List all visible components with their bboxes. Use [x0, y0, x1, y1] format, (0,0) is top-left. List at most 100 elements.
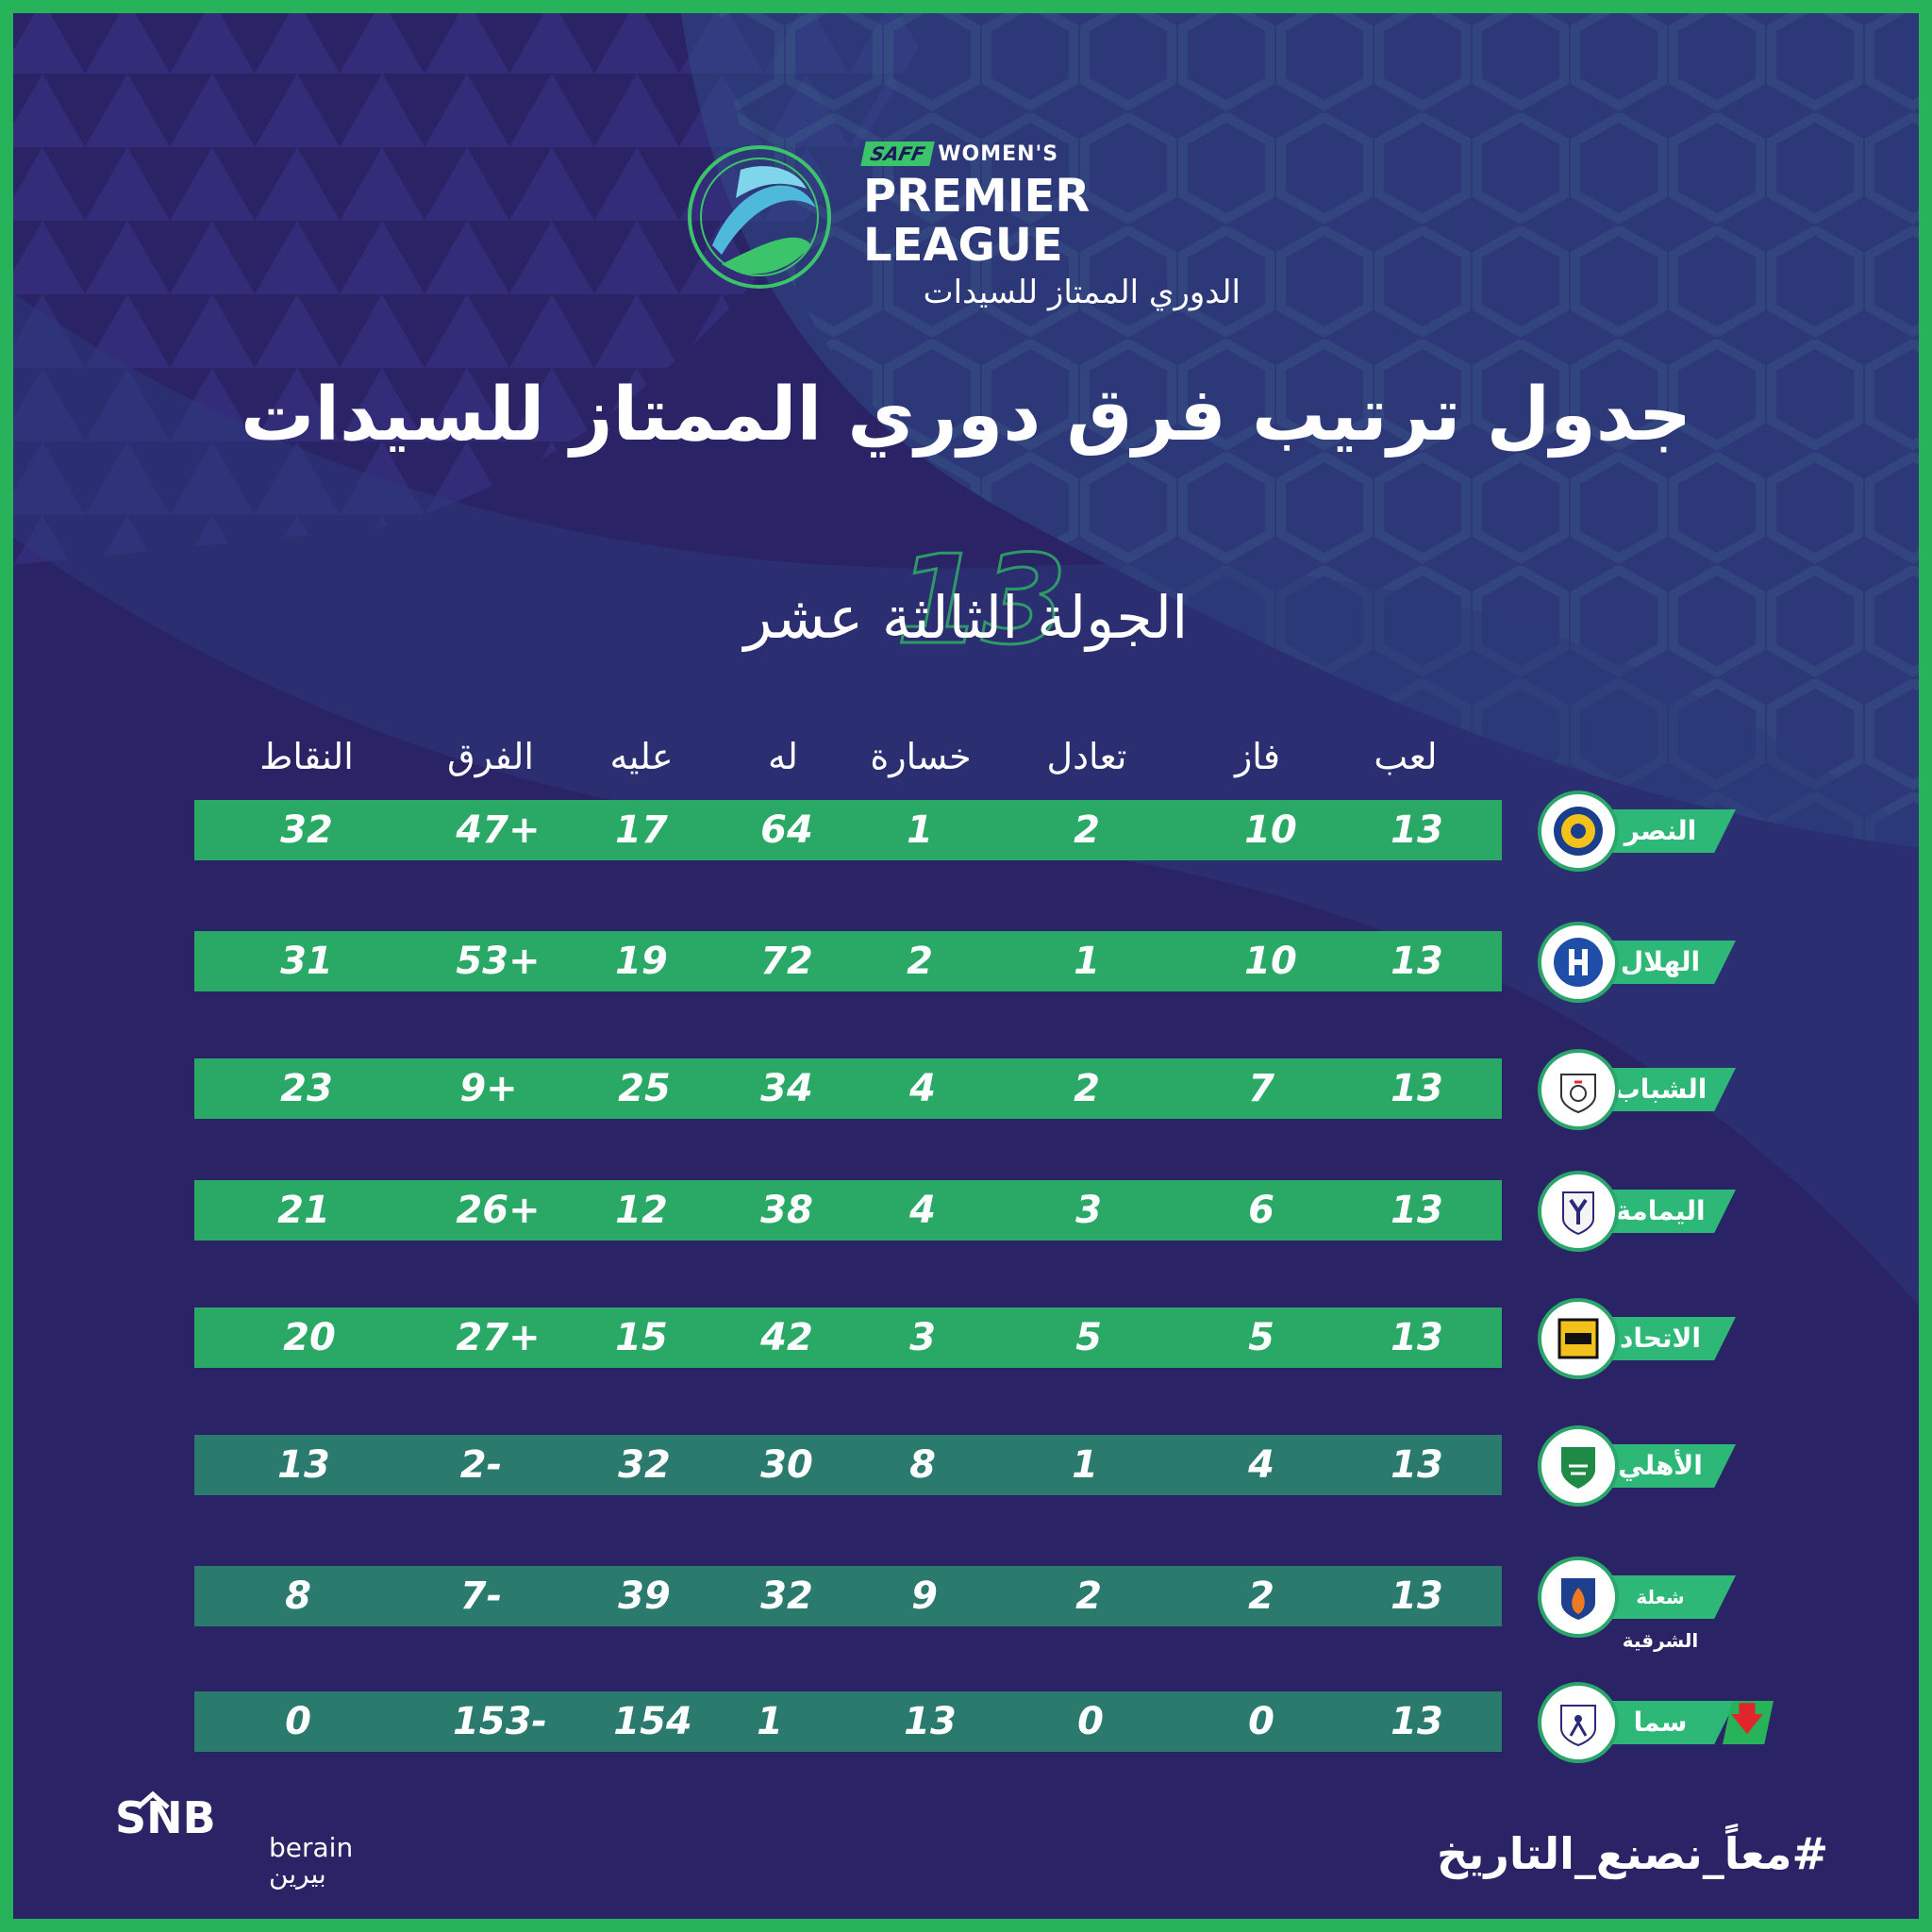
hashtag: #معاً_نصنع_التاريخ: [1436, 1828, 1828, 1879]
cell-won: 4: [1248, 1443, 1274, 1487]
team-logo: [1538, 1425, 1619, 1507]
cell-goals-against: 154: [613, 1700, 692, 1743]
cell-played: 13: [1391, 1316, 1443, 1359]
header-points: النقاط: [259, 736, 354, 777]
header-goals-for: له: [768, 736, 798, 777]
flames-crest-icon: [1561, 1578, 1595, 1620]
team-logo: [1538, 1682, 1619, 1763]
sponsor-berain: berain بيرين: [269, 1835, 353, 1888]
table-row: 13 6 3 4 38 12 26+ 21 اليمامة: [0, 1171, 1932, 1252]
table-row: 13 0 0 13 1 154 153- 0 سما 🡇: [0, 1682, 1932, 1763]
header-won: فاز: [1234, 736, 1281, 777]
row-bar: [194, 1307, 1502, 1368]
cell-points: 0: [285, 1700, 311, 1743]
cell-played: 13: [1391, 940, 1443, 983]
team-name: سما: [1633, 1707, 1688, 1738]
table-row: 13 5 5 3 42 15 27+ 20 الاتحاد: [0, 1298, 1932, 1379]
cell-won: 10: [1244, 808, 1297, 852]
cell-drawn: 1: [1074, 940, 1100, 983]
cell-won: 7: [1248, 1067, 1274, 1110]
row-bar: [194, 1435, 1502, 1495]
cell-goals-against: 17: [615, 808, 668, 852]
cell-played: 13: [1391, 1067, 1443, 1110]
league-ball-icon: [688, 145, 831, 289]
header-goal-diff: الفرق: [447, 736, 534, 777]
cell-lost: 3: [909, 1316, 936, 1359]
team-logo: [1538, 1049, 1619, 1130]
cell-goals-for: 42: [760, 1316, 813, 1359]
cell-lost: 13: [904, 1700, 957, 1743]
cell-played: 13: [1391, 1443, 1443, 1487]
cell-goal-diff: 153-: [452, 1700, 548, 1743]
round-number: 13: [895, 527, 1069, 674]
cell-goals-against: 12: [615, 1189, 668, 1232]
table-row: 13 10 2 1 64 17 47+ 32 النصر: [0, 791, 1932, 872]
league-name-en: PREMIER LEAGUE: [863, 170, 1091, 272]
round-label: الجولة الثالثة عشر: [743, 583, 1189, 652]
team-name: الهلال: [1620, 946, 1701, 977]
snb-roof-icon: [136, 1790, 170, 1809]
cell-points: 20: [283, 1316, 336, 1359]
row-bar: [194, 1691, 1502, 1752]
cell-goals-for: 32: [760, 1574, 813, 1618]
saff-badge: SAFF: [860, 142, 935, 166]
team-name: الشباب: [1613, 1074, 1707, 1105]
cell-goals-for: 72: [760, 940, 813, 983]
cell-played: 13: [1391, 808, 1443, 852]
cell-lost: 2: [907, 940, 933, 983]
cell-goals-for: 1: [757, 1700, 783, 1743]
cell-points: 13: [277, 1443, 330, 1487]
cell-played: 13: [1391, 1189, 1443, 1232]
sama-crest-icon: [1560, 1705, 1596, 1747]
table-row: 13 2 2 9 32 39 7- 8 شعلة الشرقية: [0, 1557, 1932, 1652]
team-name: الأهلي: [1618, 1450, 1703, 1481]
cell-played: 13: [1391, 1574, 1443, 1618]
cell-won: 10: [1244, 940, 1297, 983]
relegation-tag: [1723, 1701, 1774, 1744]
header-played: لعب: [1374, 736, 1438, 777]
cell-goals-for: 30: [760, 1443, 813, 1487]
yamamah-crest-icon: [1562, 1191, 1594, 1236]
team-name: الاتحاد: [1619, 1323, 1702, 1354]
cell-goals-against: 25: [618, 1067, 671, 1110]
berain-en: berain: [269, 1832, 354, 1863]
berain-ar: بيرين: [269, 1858, 326, 1890]
cell-goal-diff: 2-: [459, 1443, 503, 1487]
cell-goal-diff: 53+: [456, 940, 541, 983]
shabab-crest-icon: [1560, 1074, 1596, 1114]
row-bar: [194, 931, 1502, 991]
cell-goal-diff: 26+: [456, 1189, 541, 1232]
cell-lost: 1: [907, 808, 933, 852]
hilal-crest-icon: [1554, 938, 1603, 987]
arrow-down-icon: 🡇: [1730, 1699, 1764, 1738]
team-logo: [1538, 791, 1619, 872]
cell-drawn: 2: [1074, 808, 1100, 852]
nassr-crest-icon: [1554, 807, 1603, 856]
cell-drawn: 2: [1075, 1574, 1102, 1618]
cell-goal-diff: 27+: [456, 1316, 541, 1359]
table-row: 13 4 1 8 30 32 2- 13 الأهلي: [0, 1425, 1932, 1507]
cell-won: 0: [1248, 1700, 1274, 1743]
cell-drawn: 1: [1072, 1443, 1098, 1487]
cell-drawn: 0: [1077, 1700, 1104, 1743]
cell-played: 13: [1391, 1700, 1443, 1743]
cell-lost: 4: [909, 1189, 936, 1232]
league-logo: SAFF WOMEN'S PREMIER LEAGUE الدوري الممتا…: [684, 142, 1250, 311]
cell-goals-for: 38: [760, 1189, 813, 1232]
row-bar: [194, 800, 1502, 860]
cell-goals-for: 34: [760, 1067, 813, 1110]
header-lost: خسارة: [870, 736, 972, 777]
team-name: اليمامة: [1615, 1195, 1706, 1226]
team-name: النصر: [1624, 815, 1697, 846]
table-row: 13 7 2 4 34 25 9+ 23 الشباب: [0, 1049, 1932, 1130]
cell-goal-diff: 7-: [459, 1574, 503, 1618]
table-row: 13 10 1 2 72 19 53+ 31 الهلال: [0, 922, 1932, 1003]
cell-goals-against: 32: [618, 1443, 671, 1487]
cell-goals-against: 19: [615, 940, 668, 983]
team-logo: [1538, 922, 1619, 1003]
womens-label: WOMEN'S: [938, 142, 1059, 166]
cell-points: 8: [285, 1574, 311, 1618]
team-logo: [1538, 1171, 1619, 1252]
cell-points: 23: [280, 1067, 333, 1110]
team-name: شعلة الشرقية: [1622, 1586, 1699, 1652]
